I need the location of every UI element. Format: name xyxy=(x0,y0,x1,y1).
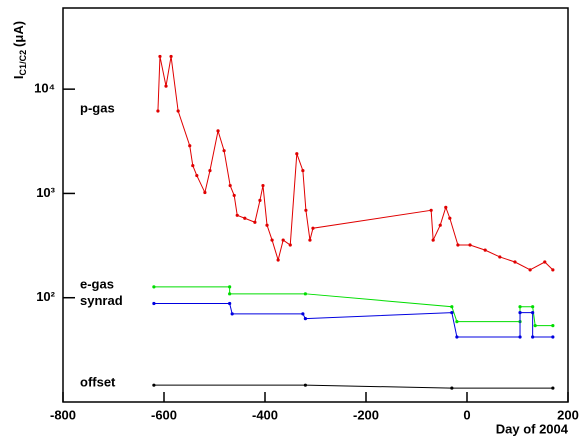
data-point xyxy=(243,216,247,220)
data-point xyxy=(303,383,307,387)
data-point xyxy=(216,129,220,133)
x-tick-label: 200 xyxy=(557,407,579,422)
data-point xyxy=(303,292,307,296)
data-point xyxy=(152,285,156,289)
data-point xyxy=(551,324,555,328)
data-point xyxy=(303,317,307,321)
data-point xyxy=(164,84,168,88)
data-point xyxy=(276,258,280,262)
y-axis-label: IC1/C2 (μA) xyxy=(11,21,28,79)
data-point xyxy=(311,226,315,230)
data-point xyxy=(203,190,207,195)
series-line xyxy=(153,384,553,389)
data-point xyxy=(455,320,459,324)
series-label: p-gas xyxy=(80,100,115,115)
data-point xyxy=(308,238,312,242)
data-point xyxy=(429,208,433,212)
x-axis-label: Day of 2004 xyxy=(496,421,569,436)
data-point xyxy=(431,238,435,242)
data-point xyxy=(188,144,192,148)
data-point xyxy=(531,305,535,309)
data-point xyxy=(158,54,162,59)
data-point xyxy=(295,152,299,156)
series-line xyxy=(157,56,554,271)
data-point xyxy=(301,169,305,173)
y-label-unit: (μA) xyxy=(11,21,26,47)
data-point xyxy=(176,109,180,113)
data-point xyxy=(228,301,232,306)
x-tick-label: -600 xyxy=(151,407,177,422)
data-point xyxy=(455,335,459,339)
series-line xyxy=(153,286,553,327)
data-point xyxy=(258,198,262,202)
data-point xyxy=(456,243,460,247)
data-point xyxy=(483,248,487,252)
data-point xyxy=(230,312,234,316)
x-tick-label: -400 xyxy=(252,407,278,422)
y-tick-label: 10³ xyxy=(36,185,55,200)
data-point xyxy=(191,163,195,168)
data-point xyxy=(518,310,522,315)
y-label-main: I xyxy=(11,75,26,79)
data-point xyxy=(448,216,452,220)
y-tick-label: 10⁴ xyxy=(34,81,55,96)
x-tick-label: 0 xyxy=(463,407,470,422)
data-point xyxy=(301,312,305,316)
data-point xyxy=(551,386,555,390)
data-point xyxy=(304,208,308,212)
x-tick-label: -800 xyxy=(50,407,76,422)
data-point xyxy=(261,183,265,188)
data-point xyxy=(518,335,522,339)
data-point xyxy=(444,205,448,209)
series-label: offset xyxy=(80,375,116,390)
data-point xyxy=(438,223,442,227)
data-point xyxy=(543,260,547,264)
data-point xyxy=(533,324,537,328)
data-point xyxy=(531,310,535,315)
data-point xyxy=(551,335,555,339)
data-point xyxy=(235,213,239,217)
data-point xyxy=(228,292,232,296)
data-point xyxy=(169,54,173,59)
data-point xyxy=(498,255,502,259)
data-point xyxy=(228,285,232,289)
data-point xyxy=(265,223,269,227)
data-point xyxy=(152,301,156,306)
data-point xyxy=(228,183,232,188)
data-point xyxy=(450,305,454,309)
data-point xyxy=(232,193,236,198)
y-label-sub: C1/C2 xyxy=(18,50,28,76)
data-point xyxy=(270,238,274,242)
data-point xyxy=(551,268,555,272)
data-point xyxy=(528,268,532,272)
data-point xyxy=(156,109,160,113)
plot-frame xyxy=(62,7,569,403)
data-point xyxy=(518,305,522,309)
data-point xyxy=(513,260,517,264)
data-point xyxy=(468,243,472,247)
y-tick-label: 10² xyxy=(36,289,55,304)
data-point xyxy=(195,173,199,178)
series-label: e-gas xyxy=(80,276,114,291)
data-point xyxy=(152,383,156,387)
data-point xyxy=(450,386,454,390)
series-label: synrad xyxy=(80,293,123,308)
data-point xyxy=(253,220,257,224)
x-tick-label: -200 xyxy=(353,407,379,422)
data-point xyxy=(222,149,226,153)
data-point xyxy=(288,243,292,247)
series-line xyxy=(153,303,553,338)
data-point xyxy=(281,238,285,242)
data-point xyxy=(208,169,212,173)
data-point xyxy=(531,335,535,339)
data-point xyxy=(450,310,454,315)
